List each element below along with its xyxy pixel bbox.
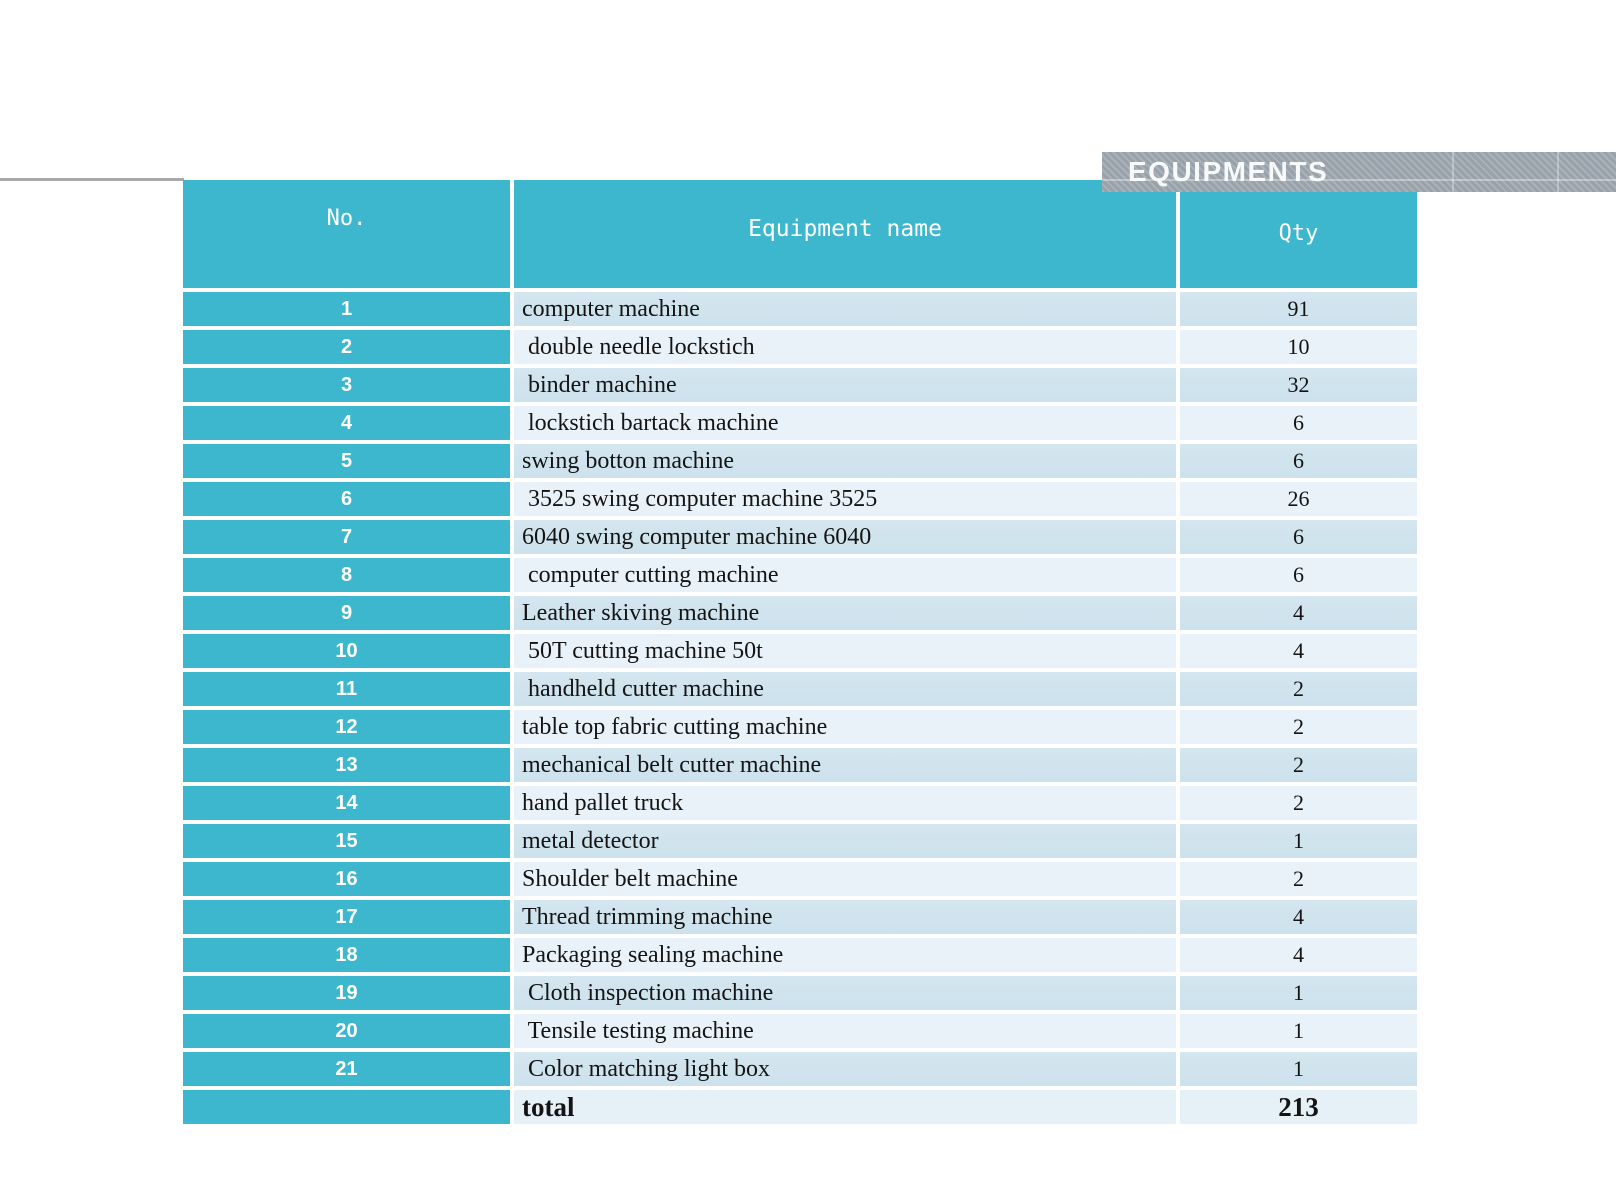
row-number-cell: 3 — [183, 368, 510, 402]
row-number-cell: 4 — [183, 406, 510, 440]
equipment-name-cell: Packaging sealing machine — [514, 938, 1176, 972]
total-quantity-cell: 213 — [1180, 1090, 1417, 1124]
equipment-name-cell: handheld cutter machine — [514, 672, 1176, 706]
quantity-cell: 2 — [1180, 672, 1417, 706]
equipment-name-cell: 50T cutting machine 50t — [514, 634, 1176, 668]
quantity-cell: 91 — [1180, 292, 1417, 326]
quantity-cell: 6 — [1180, 520, 1417, 554]
banner-vertical-guide — [1557, 152, 1559, 192]
quantity-cell: 26 — [1180, 482, 1417, 516]
column-header-name: Equipment name — [514, 180, 1176, 288]
row-number-cell: 6 — [183, 482, 510, 516]
equipment-name-cell: double needle lockstich — [514, 330, 1176, 364]
column-header-no: No. — [183, 180, 510, 288]
equipment-name-cell: metal detector — [514, 824, 1176, 858]
equipment-name-cell: 6040 swing computer machine 6040 — [514, 520, 1176, 554]
row-number-cell: 7 — [183, 520, 510, 554]
row-number-cell: 15 — [183, 824, 510, 858]
row-number-cell: 10 — [183, 634, 510, 668]
column-header-qty: Qty — [1180, 180, 1417, 288]
equipment-name-cell: binder machine — [514, 368, 1176, 402]
row-number-cell: 12 — [183, 710, 510, 744]
equipment-name-cell: computer cutting machine — [514, 558, 1176, 592]
quantity-cell: 6 — [1180, 558, 1417, 592]
row-number-cell: 5 — [183, 444, 510, 478]
row-number-cell: 14 — [183, 786, 510, 820]
row-number-cell: 2 — [183, 330, 510, 364]
quantity-cell: 2 — [1180, 748, 1417, 782]
page-title: EQUIPMENTS — [1128, 156, 1329, 187]
equipment-name-cell: Cloth inspection machine — [514, 976, 1176, 1010]
equipment-name-cell: 3525 swing computer machine 3525 — [514, 482, 1176, 516]
row-number-cell: 18 — [183, 938, 510, 972]
equipment-name-cell: Leather skiving machine — [514, 596, 1176, 630]
banner-vertical-guide — [1452, 152, 1454, 192]
row-number-cell: 1 — [183, 292, 510, 326]
total-row-number-cell — [183, 1090, 510, 1124]
equipment-table: No. Equipment name Qty 1 computer machine… — [183, 180, 1417, 1124]
quantity-cell: 2 — [1180, 862, 1417, 896]
quantity-cell: 1 — [1180, 1014, 1417, 1048]
equipment-name-cell: swing botton machine — [514, 444, 1176, 478]
equipment-name-cell: Tensile testing machine — [514, 1014, 1176, 1048]
quantity-cell: 1 — [1180, 976, 1417, 1010]
equipment-name-cell: Shoulder belt machine — [514, 862, 1176, 896]
quantity-cell: 32 — [1180, 368, 1417, 402]
equipment-name-cell: table top fabric cutting machine — [514, 710, 1176, 744]
quantity-cell: 4 — [1180, 900, 1417, 934]
equipment-name-cell: Thread trimming machine — [514, 900, 1176, 934]
equipment-name-cell: mechanical belt cutter machine — [514, 748, 1176, 782]
quantity-cell: 10 — [1180, 330, 1417, 364]
quantity-cell: 1 — [1180, 824, 1417, 858]
equipment-name-cell: hand pallet truck — [514, 786, 1176, 820]
total-label-cell: total — [514, 1090, 1176, 1124]
quantity-cell: 4 — [1180, 938, 1417, 972]
quantity-cell: 6 — [1180, 444, 1417, 478]
row-number-cell: 19 — [183, 976, 510, 1010]
equipment-name-cell: lockstich bartack machine — [514, 406, 1176, 440]
row-number-cell: 11 — [183, 672, 510, 706]
row-number-cell: 17 — [183, 900, 510, 934]
row-number-cell: 9 — [183, 596, 510, 630]
banner-horizontal-guide — [1102, 179, 1616, 181]
quantity-cell: 4 — [1180, 596, 1417, 630]
equipment-name-cell: Color matching light box — [514, 1052, 1176, 1086]
quantity-cell: 2 — [1180, 786, 1417, 820]
row-number-cell: 21 — [183, 1052, 510, 1086]
equipment-name-cell: computer machine — [514, 292, 1176, 326]
equipments-banner: EQUIPMENTS — [1102, 152, 1616, 192]
quantity-cell: 2 — [1180, 710, 1417, 744]
divider-line — [0, 178, 184, 181]
quantity-cell: 1 — [1180, 1052, 1417, 1086]
quantity-cell: 4 — [1180, 634, 1417, 668]
row-number-cell: 13 — [183, 748, 510, 782]
row-number-cell: 16 — [183, 862, 510, 896]
quantity-cell: 6 — [1180, 406, 1417, 440]
row-number-cell: 8 — [183, 558, 510, 592]
row-number-cell: 20 — [183, 1014, 510, 1048]
